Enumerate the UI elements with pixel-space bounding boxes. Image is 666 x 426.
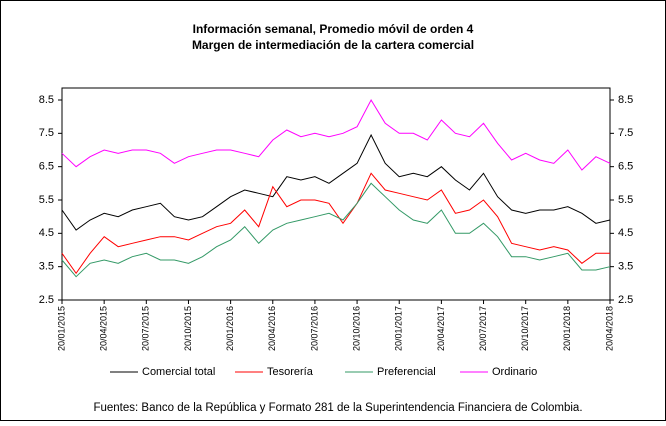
x-tick-label: 20/10/2017 [520, 306, 530, 351]
y-tick-label: 5.5 [39, 194, 54, 206]
y2-tick-label: 4.5 [618, 227, 633, 239]
y2-tick-label: 6.5 [618, 161, 633, 173]
legend-label: Comercial total [142, 366, 215, 378]
series-line [61, 172, 610, 275]
y-tick-label: 4.5 [39, 227, 54, 239]
y2-tick-label: 7.5 [618, 127, 633, 139]
x-tick-label: 20/07/2016 [309, 306, 319, 351]
y2-tick-label: 3.5 [618, 261, 633, 273]
x-tick-label: 20/01/2017 [394, 306, 404, 351]
y2-tick-label: 8.5 [618, 94, 633, 106]
plot-area [61, 87, 611, 301]
legend-label: Preferencial [377, 366, 436, 378]
x-tick-label: 20/07/2015 [141, 306, 151, 351]
x-tick-label: 20/07/2017 [478, 306, 488, 351]
series-line [61, 98, 611, 171]
y-tick-label: 7.5 [39, 127, 54, 139]
x-tick-label: 20/01/2015 [56, 306, 66, 351]
y-tick-label: 8.5 [39, 94, 54, 106]
x-tick-label: 20/01/2018 [562, 306, 572, 351]
legend-label: Ordinario [492, 366, 537, 378]
x-tick-label: 20/04/2015 [99, 306, 109, 351]
x-tick-label: 20/04/2016 [267, 306, 277, 351]
y-tick-label: 6.5 [39, 161, 54, 173]
series-line [61, 133, 611, 231]
x-tick-label: 20/10/2015 [183, 306, 193, 351]
source: Fuentes: Banco de la República y Formato… [93, 402, 582, 414]
y-tick-label: 3.5 [39, 261, 54, 273]
x-tick-label: 20/04/2017 [436, 306, 446, 351]
x-tick-label: 20/10/2016 [351, 306, 361, 351]
chart-title: Información semanal, Promedio móvil de o… [193, 22, 474, 36]
x-tick-label: 20/04/2018 [604, 306, 614, 351]
chart-subtitle: Margen de intermediación de la cartera c… [192, 38, 474, 52]
series-line [61, 182, 611, 278]
y-tick-label: 2.5 [39, 294, 54, 306]
x-tick-label: 20/01/2016 [225, 306, 235, 351]
legend-label: Tesorería [267, 366, 314, 378]
y2-tick-label: 5.5 [618, 194, 633, 206]
y2-tick-label: 2.5 [618, 294, 633, 306]
